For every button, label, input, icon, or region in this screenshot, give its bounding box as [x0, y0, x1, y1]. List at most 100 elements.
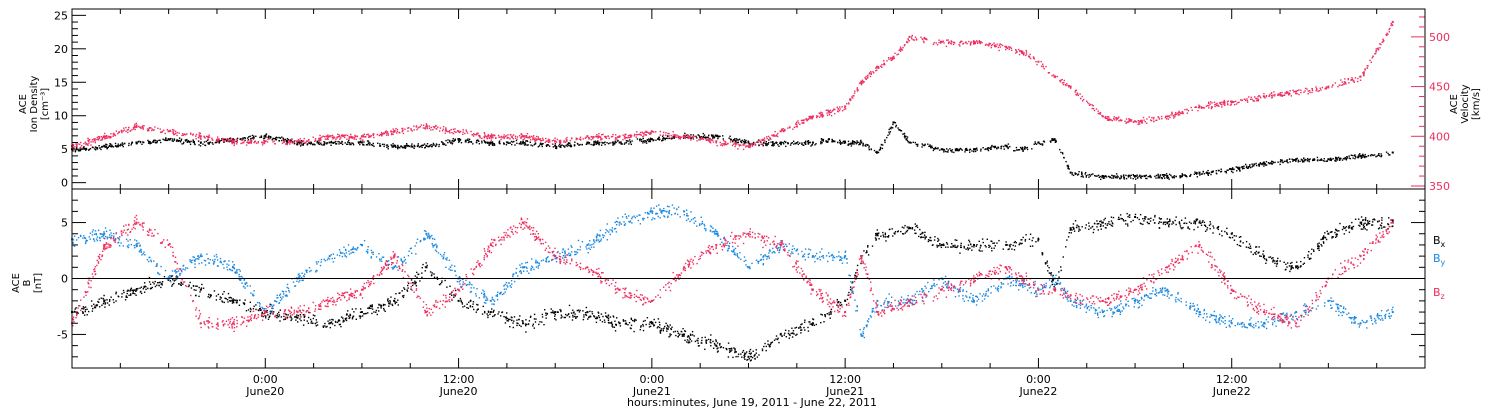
- velocity-series-dot: [707, 137, 710, 140]
- bx-series-dot: [572, 316, 574, 318]
- velocity-series-dot: [1311, 91, 1313, 94]
- velocity-series-dot: [267, 138, 269, 141]
- density-series-dot: [352, 144, 355, 146]
- velocity-series-dot: [674, 136, 677, 138]
- velocity-series-dot: [339, 138, 341, 140]
- bx-series-dot: [1378, 227, 1381, 229]
- bx-series-dot: [373, 311, 375, 313]
- density-series-dot: [185, 139, 188, 141]
- velocity-series-dot: [1076, 92, 1079, 94]
- density-series-dot: [468, 140, 470, 142]
- velocity-series-dot: [84, 141, 87, 144]
- velocity-series-dot: [317, 139, 320, 142]
- density-series-dot: [873, 149, 876, 152]
- bx-series-dot: [1377, 228, 1380, 230]
- density-series-dot: [960, 148, 962, 150]
- velocity-series-dot: [72, 144, 74, 146]
- velocity-series-dot: [676, 134, 678, 136]
- velocity-series: [71, 20, 1394, 151]
- velocity-series-dot: [678, 137, 680, 140]
- bx-series-dot: [268, 316, 270, 319]
- velocity-series-dot: [1215, 104, 1218, 107]
- velocity-series-dot: [559, 141, 562, 143]
- bx-series-dot: [624, 320, 627, 322]
- velocity-series-dot: [370, 135, 372, 137]
- velocity-series-dot: [762, 138, 765, 141]
- velocity-series-dot: [1259, 95, 1261, 98]
- bx-series-dot: [293, 316, 296, 318]
- density-series-point: [199, 141, 202, 144]
- density-series-dot: [1355, 156, 1357, 158]
- velocity-series-dot: [614, 137, 617, 139]
- density-series-dot: [1220, 170, 1223, 173]
- density-series-dot: [1265, 160, 1268, 163]
- bx-series-dot: [571, 319, 574, 321]
- bx-series-dot: [743, 354, 745, 357]
- density-series-dot: [1337, 156, 1340, 159]
- velocity-series-dot: [532, 137, 534, 140]
- density-series-dot: [442, 143, 444, 146]
- density-series-dot: [993, 146, 996, 149]
- velocity-series-dot: [250, 139, 253, 142]
- bx-series-dot: [426, 264, 428, 267]
- bx-series-dot: [1127, 216, 1129, 218]
- velocity-series-dot: [104, 135, 107, 138]
- bx-series-dot: [1200, 222, 1202, 224]
- velocity-series-dot: [759, 139, 761, 142]
- density-series-dot: [77, 149, 80, 152]
- velocity-series-dot: [1332, 84, 1334, 86]
- velocity-series-dot: [261, 142, 264, 144]
- velocity-series-dot: [1364, 68, 1366, 70]
- density-series-dot: [1338, 158, 1341, 160]
- velocity-series-dot: [734, 145, 736, 148]
- density-series-dot: [974, 150, 977, 153]
- bx-series-dot: [527, 323, 530, 325]
- velocity-series-dot: [525, 136, 527, 138]
- velocity-series-dot: [602, 133, 604, 136]
- density-series-dot: [1364, 155, 1367, 158]
- density-series-dot: [1329, 159, 1331, 161]
- density-series-dot: [98, 144, 100, 147]
- density-series-dot: [797, 141, 799, 143]
- density-series-dot: [105, 146, 108, 148]
- velocity-series-dot: [761, 139, 763, 141]
- density-series-dot: [1171, 176, 1174, 179]
- density-series-dot: [515, 139, 518, 142]
- density-series-dot: [982, 147, 984, 149]
- velocity-series-dot: [641, 131, 643, 133]
- velocity-series-point: [1391, 20, 1394, 23]
- bx-series-dot: [239, 299, 241, 301]
- bx-series-dot: [344, 317, 347, 320]
- bx-series-dot: [1046, 262, 1048, 264]
- velocity-series-dot: [215, 138, 218, 141]
- velocity-series-dot: [630, 136, 632, 138]
- velocity-series-dot: [498, 136, 500, 138]
- velocity-series-dot: [637, 133, 639, 136]
- density-series-dot: [780, 141, 783, 144]
- bx-series-dot: [1145, 216, 1147, 218]
- velocity-series-dot: [999, 46, 1002, 48]
- velocity-series-dot: [110, 136, 112, 138]
- density-series-dot: [1157, 176, 1160, 178]
- bx-series-dot: [976, 243, 978, 246]
- velocity-series-dot: [1281, 94, 1284, 97]
- bx-series-dot: [255, 304, 257, 306]
- velocity-series-dot: [1224, 104, 1226, 106]
- density-series-dot: [78, 150, 81, 152]
- density-series-dot: [853, 143, 855, 145]
- density-series-dot: [211, 142, 213, 144]
- velocity-series-dot: [820, 113, 822, 116]
- density-series-dot: [531, 145, 534, 147]
- bx-series-dot: [715, 345, 718, 348]
- bx-series-dot: [1255, 246, 1258, 248]
- velocity-series-dot: [466, 132, 469, 134]
- velocity-series-dot: [729, 141, 732, 143]
- density-series-dot: [1287, 162, 1289, 164]
- velocity-series-dot: [801, 119, 804, 122]
- density-series-dot: [612, 142, 615, 144]
- velocity-series-dot: [1195, 106, 1197, 108]
- velocity-series-dot: [287, 140, 290, 142]
- velocity-series-dot: [355, 138, 357, 141]
- density-series-dot: [802, 144, 804, 146]
- bx-series-dot: [340, 325, 342, 328]
